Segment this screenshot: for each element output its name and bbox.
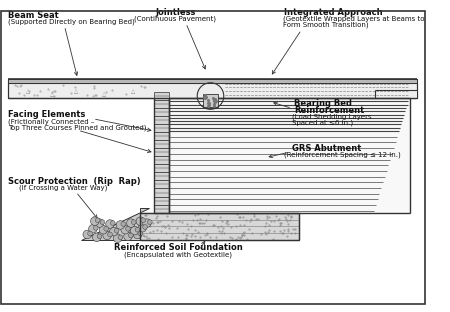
Circle shape bbox=[136, 217, 144, 226]
Circle shape bbox=[108, 232, 112, 237]
Circle shape bbox=[109, 227, 118, 236]
Circle shape bbox=[113, 234, 122, 242]
Circle shape bbox=[135, 227, 140, 232]
Circle shape bbox=[88, 231, 92, 236]
Text: △: △ bbox=[74, 88, 78, 93]
Bar bbox=[169, 98, 410, 213]
Circle shape bbox=[94, 226, 98, 230]
Circle shape bbox=[143, 219, 151, 227]
Circle shape bbox=[97, 234, 102, 239]
Circle shape bbox=[126, 219, 135, 227]
Bar bbox=[153, 92, 169, 100]
Circle shape bbox=[89, 225, 97, 233]
Bar bbox=[153, 188, 169, 197]
Circle shape bbox=[92, 233, 101, 241]
Text: Form Smooth Transition): Form Smooth Transition) bbox=[283, 22, 368, 28]
Text: (Encapsulated with Geotextile): (Encapsulated with Geotextile) bbox=[124, 251, 232, 258]
Text: (Frictionally Connected –: (Frictionally Connected – bbox=[8, 118, 94, 125]
Circle shape bbox=[138, 231, 143, 236]
Circle shape bbox=[133, 230, 142, 239]
Text: Jointless: Jointless bbox=[155, 8, 196, 17]
Text: (Load Shedding Layers: (Load Shedding Layers bbox=[292, 114, 372, 120]
Bar bbox=[153, 132, 169, 140]
Circle shape bbox=[121, 222, 126, 227]
Text: Spaced at ≤6 in.): Spaced at ≤6 in.) bbox=[292, 119, 353, 126]
Circle shape bbox=[143, 225, 148, 229]
Circle shape bbox=[128, 233, 133, 238]
Circle shape bbox=[90, 217, 99, 226]
Bar bbox=[153, 197, 169, 205]
Text: (Geotextile Wrapped Layers at Beams to: (Geotextile Wrapped Layers at Beams to bbox=[283, 16, 424, 22]
Bar bbox=[374, 90, 417, 98]
Bar bbox=[153, 164, 169, 172]
Text: △: △ bbox=[26, 88, 31, 93]
Circle shape bbox=[138, 224, 147, 232]
Text: (If Crossing a Water Way): (If Crossing a Water Way) bbox=[19, 185, 108, 191]
Text: GRS Abutment: GRS Abutment bbox=[292, 144, 361, 153]
Bar bbox=[153, 124, 169, 132]
Circle shape bbox=[95, 219, 104, 227]
Text: Reinforced Soil Foundation: Reinforced Soil Foundation bbox=[114, 243, 243, 252]
Circle shape bbox=[121, 226, 130, 234]
Text: Integrated Approach: Integrated Approach bbox=[284, 8, 383, 17]
Circle shape bbox=[100, 220, 105, 225]
Bar bbox=[153, 156, 169, 164]
Bar bbox=[153, 205, 169, 213]
Circle shape bbox=[131, 220, 136, 225]
Bar bbox=[203, 94, 218, 107]
Circle shape bbox=[126, 227, 130, 231]
Circle shape bbox=[104, 227, 108, 231]
Text: △: △ bbox=[130, 88, 135, 93]
Text: (Continuous Pavement): (Continuous Pavement) bbox=[135, 16, 216, 22]
Bar bbox=[153, 116, 169, 124]
Text: △: △ bbox=[102, 92, 106, 97]
Bar bbox=[153, 180, 169, 188]
Text: Scour Protection  (Rip  Rap): Scour Protection (Rip Rap) bbox=[8, 177, 140, 186]
Circle shape bbox=[83, 230, 91, 239]
Bar bbox=[153, 140, 169, 148]
Bar bbox=[153, 100, 169, 108]
Text: Reinforcement: Reinforcement bbox=[294, 106, 364, 115]
Text: Facing Elements: Facing Elements bbox=[8, 110, 85, 119]
Text: △: △ bbox=[50, 92, 54, 97]
Text: (Reinforcement Spacing ≤ 12 in.): (Reinforcement Spacing ≤ 12 in.) bbox=[284, 152, 401, 158]
Text: Top Three Courses Pinned and Grouted): Top Three Courses Pinned and Grouted) bbox=[8, 124, 146, 130]
Bar bbox=[140, 213, 299, 240]
Bar bbox=[8, 79, 417, 83]
Circle shape bbox=[114, 228, 119, 233]
Text: Beam Seat: Beam Seat bbox=[8, 11, 58, 20]
Circle shape bbox=[141, 218, 145, 222]
Circle shape bbox=[103, 231, 112, 240]
Circle shape bbox=[106, 220, 114, 228]
Text: Bearing Bed: Bearing Bed bbox=[294, 99, 352, 108]
Bar bbox=[153, 108, 169, 116]
Circle shape bbox=[116, 221, 125, 229]
Circle shape bbox=[110, 221, 115, 226]
Circle shape bbox=[148, 220, 152, 225]
Circle shape bbox=[130, 227, 139, 235]
Circle shape bbox=[95, 218, 100, 222]
Bar bbox=[153, 172, 169, 180]
Text: (Supported Directly on Bearing Bed): (Supported Directly on Bearing Bed) bbox=[8, 19, 135, 25]
Polygon shape bbox=[81, 208, 149, 240]
Circle shape bbox=[118, 235, 123, 240]
Bar bbox=[8, 83, 417, 98]
Circle shape bbox=[124, 232, 132, 241]
Circle shape bbox=[99, 226, 108, 234]
Bar bbox=[153, 148, 169, 156]
